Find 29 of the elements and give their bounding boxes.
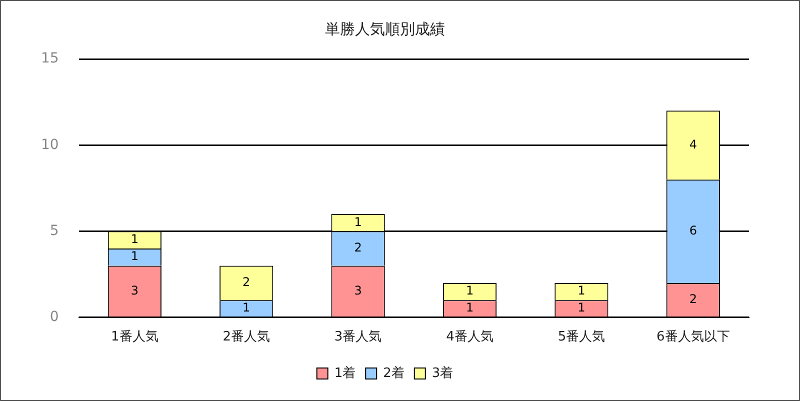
y-tick-label: 5 <box>50 222 59 239</box>
data-label: 1 <box>466 284 474 298</box>
legend-label: 3着 <box>432 364 454 381</box>
x-tick-label: 5番人気 <box>558 330 606 345</box>
data-label: 1 <box>130 232 138 246</box>
x-tick-label: 2番人気 <box>222 330 270 345</box>
data-label: 1 <box>130 249 138 264</box>
x-tick-label: 1番人気 <box>111 330 158 345</box>
chart-title: 単勝人気順別成績 <box>325 20 445 38</box>
data-label: 3 <box>130 283 138 298</box>
x-tick-label: 3番人気 <box>334 330 382 345</box>
data-label: 2 <box>354 240 362 255</box>
data-label: 2 <box>242 275 250 290</box>
data-label: 1 <box>578 284 586 298</box>
legend-label: 2着 <box>383 364 404 381</box>
data-label: 2 <box>689 292 697 306</box>
y-tick-label: 15 <box>40 50 59 67</box>
data-label: 4 <box>689 137 697 152</box>
legend-label: 1着 <box>334 364 356 381</box>
x-tick-label: 4番人気 <box>446 330 494 345</box>
y-tick-label: 10 <box>40 136 59 153</box>
x-tick-label: 6番人気以下 <box>656 330 730 345</box>
data-label: 1 <box>242 300 250 315</box>
data-label: 1 <box>578 300 586 315</box>
data-label: 1 <box>354 214 362 229</box>
y-tick-label: 0 <box>50 309 59 326</box>
data-label: 6 <box>689 223 697 238</box>
data-label: 3 <box>354 283 362 298</box>
data-label: 1 <box>466 300 474 315</box>
